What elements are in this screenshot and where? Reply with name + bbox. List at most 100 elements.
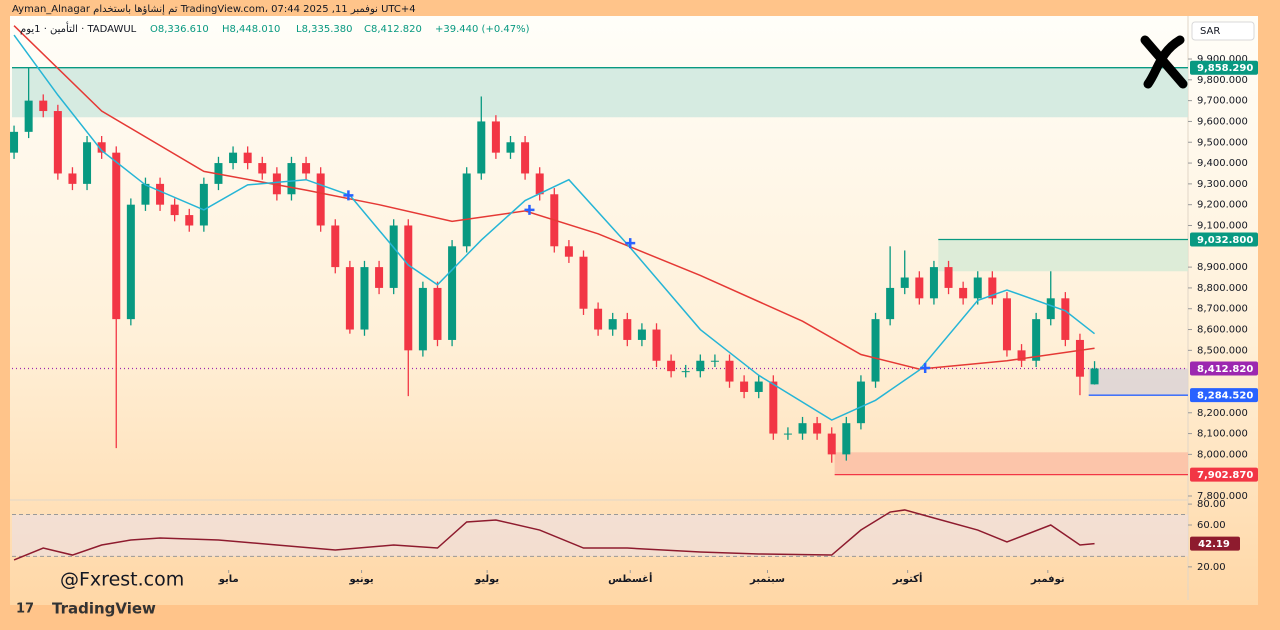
x-tick-label: سبتمبر [749, 574, 785, 585]
candle-body [491, 121, 500, 153]
rsi-tick-label: 20.00 [1197, 562, 1226, 573]
ohlc-high: H8,448.010 [222, 24, 280, 35]
currency-box [1191, 21, 1255, 41]
candle-body [287, 163, 296, 195]
rsi-line [13, 509, 1095, 561]
candle-body [375, 267, 384, 288]
y-tick-label: 9,300.000 [1197, 179, 1248, 190]
candle-body [564, 246, 573, 257]
candle-body [1017, 350, 1026, 361]
cross-marker [920, 363, 931, 374]
x-tick-label: يونيو [348, 574, 373, 585]
candle-body [1061, 298, 1070, 340]
price-tag-label: 9,858.290 [1197, 63, 1253, 74]
candle-body [710, 360, 719, 362]
price-tag [1190, 388, 1258, 403]
candle-body [754, 381, 763, 392]
cross-marker [625, 238, 636, 249]
y-tick-label: 8,500.000 [1197, 345, 1248, 356]
candle-body [433, 287, 442, 340]
candle-body [1090, 368, 1099, 385]
candle-body [783, 433, 792, 435]
currency: SAR [1200, 26, 1220, 37]
watermark: @Fxrest.com [60, 569, 184, 591]
cross-marker [524, 204, 535, 215]
candle-body [199, 183, 208, 226]
candle-body [404, 225, 413, 351]
candle-body [272, 173, 281, 195]
rsi-tick-label: 60.00 [1197, 520, 1226, 531]
zone [12, 67, 1188, 118]
candle-body [579, 256, 588, 309]
cross-marker [343, 190, 354, 201]
candle-body [243, 152, 252, 164]
moving-average [13, 25, 1095, 370]
candle-body [53, 111, 62, 174]
candle-body [535, 173, 544, 195]
candle-body [506, 142, 515, 153]
candle-body [68, 173, 77, 184]
y-tick-label: 9,900.000 [1197, 54, 1248, 65]
candle-body [448, 246, 457, 340]
candle-body [39, 100, 48, 112]
candle-body [360, 267, 369, 330]
candle-body [331, 225, 340, 268]
candle-body [594, 308, 603, 330]
y-tick-label: 8,800.000 [1197, 283, 1248, 294]
price-tag [1190, 361, 1258, 376]
candle-body [1075, 339, 1084, 377]
candle-body [813, 423, 822, 434]
candle-body [725, 360, 734, 382]
y-tick-label: 8,200.000 [1197, 408, 1248, 419]
candle-body [97, 142, 106, 153]
candle-body [185, 215, 194, 226]
candle-body [389, 225, 398, 288]
candle-body [112, 152, 121, 320]
price-tag-label: 7,902.870 [1197, 470, 1253, 481]
rsi-tag [1190, 536, 1240, 551]
candle-body [316, 173, 325, 226]
candle-body [900, 277, 909, 288]
candle-body [915, 277, 924, 299]
y-tick-label: 9,700.000 [1197, 96, 1248, 107]
price-tag-label: 9,032.800 [1197, 235, 1253, 246]
candle-body [652, 329, 661, 361]
zone [1088, 368, 1188, 396]
x-tick-label: يوليو [474, 574, 499, 585]
candle-body [1002, 298, 1011, 351]
candle-body [1046, 298, 1055, 320]
rsi-tick-label: 80.00 [1197, 499, 1226, 510]
candle-body [973, 277, 982, 299]
brand-mark: 17 [16, 602, 34, 617]
y-tick-label: 9,100.000 [1197, 220, 1248, 231]
ohlc-low: L8,335.380 [296, 24, 352, 35]
ohlc-change: +39.440 (+0.47%) [435, 24, 530, 35]
candle-body [667, 360, 676, 372]
y-tick-label: 8,900.000 [1197, 262, 1248, 273]
candle-body [623, 319, 632, 340]
candle-body [681, 371, 690, 373]
moving-average [13, 34, 1096, 421]
y-tick-label: 8,000.000 [1197, 449, 1248, 460]
candle-body [871, 319, 880, 382]
y-tick-label: 8,600.000 [1197, 325, 1248, 336]
candle-body [944, 267, 953, 288]
candle-body [696, 360, 705, 372]
y-tick-label: 9,400.000 [1197, 158, 1248, 169]
candle-body [798, 423, 807, 434]
candle-body [418, 287, 427, 351]
candle-body [229, 152, 238, 164]
candle-body [521, 142, 530, 174]
candle-body [886, 287, 895, 320]
symbol: التأمين · 1يوم · TADAWUL [20, 21, 137, 35]
candle-body [637, 329, 646, 340]
candle-body [345, 267, 354, 330]
candle-body [477, 121, 486, 174]
candle-body [856, 381, 865, 424]
logo [1140, 35, 1188, 89]
candle-body [126, 204, 135, 320]
candle-body [827, 433, 836, 455]
y-tick-label: 8,700.000 [1197, 304, 1248, 315]
